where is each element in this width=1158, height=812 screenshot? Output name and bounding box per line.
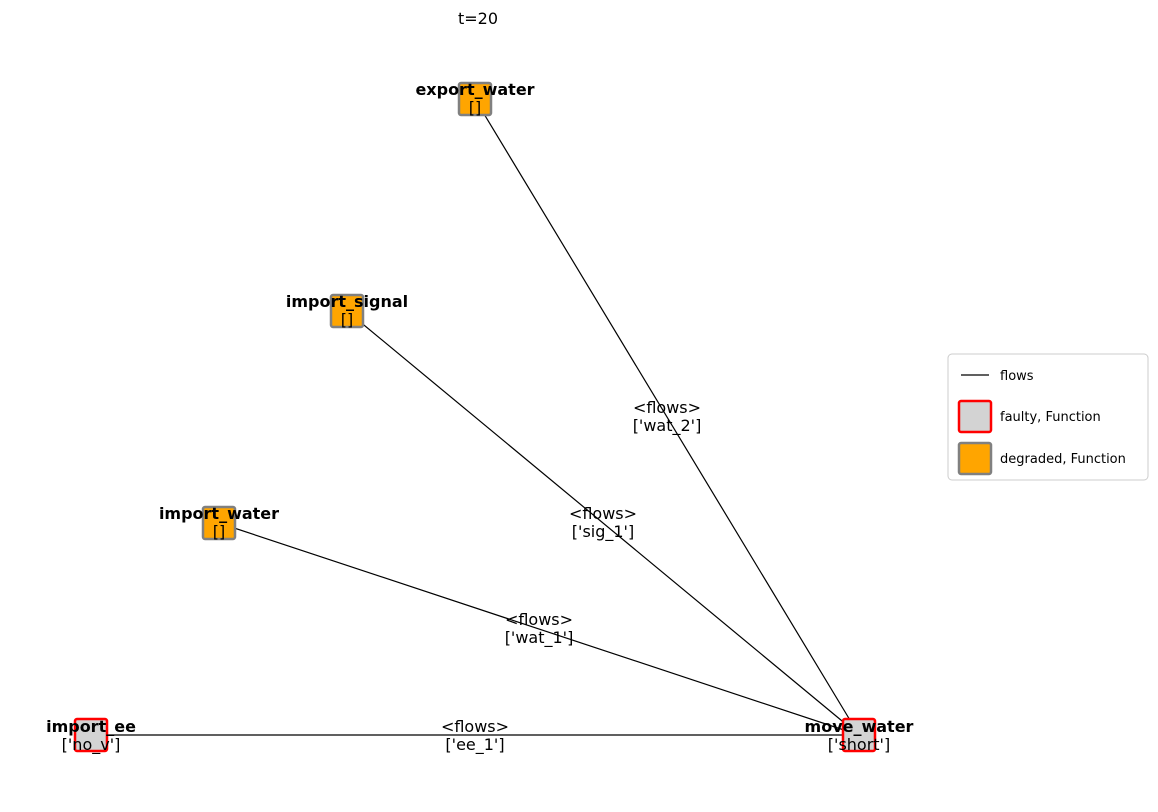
edge-labels: <flows> ['ee_1'] <flows> ['wat_1'] <flow… bbox=[441, 398, 701, 755]
node-label-export-water: export_water bbox=[415, 80, 534, 99]
node-labels: export_water [] import_signal [] import_… bbox=[46, 80, 913, 755]
edge-label-wat1-type: <flows> bbox=[505, 610, 573, 629]
edges bbox=[91, 98, 860, 736]
node-faults-move-water: ['short'] bbox=[828, 735, 890, 754]
node-label-import-signal: import_signal bbox=[286, 292, 408, 311]
node-export-water bbox=[457, 81, 493, 117]
node-faults-import-ee: ['no_v'] bbox=[62, 735, 121, 755]
node-import-water bbox=[201, 505, 237, 541]
legend-faulty-swatch bbox=[957, 399, 993, 434]
node-faults-import-signal: [] bbox=[341, 310, 353, 329]
legend-degraded-label: degraded, Function bbox=[1000, 452, 1126, 467]
legend: flows faulty, Function degraded, Functio… bbox=[947, 353, 1149, 481]
edge-label-wat1-flows: ['wat_1'] bbox=[505, 628, 574, 648]
node-label-move-water: move_water bbox=[805, 717, 914, 736]
edge-label-sig-flows: ['sig_1'] bbox=[572, 522, 634, 542]
legend-flows-label: flows bbox=[1000, 369, 1034, 384]
edge-label-wat2-flows: ['wat_2'] bbox=[633, 416, 702, 436]
node-faults-import-water: [] bbox=[213, 522, 225, 541]
node-faults-export-water: [] bbox=[469, 98, 481, 117]
node-move-water bbox=[841, 717, 877, 753]
node-import-ee bbox=[73, 717, 109, 753]
legend-box bbox=[947, 353, 1149, 481]
nodes bbox=[73, 81, 877, 753]
edge-import-water-move-water bbox=[218, 522, 860, 736]
edge-label-sig-type: <flows> bbox=[569, 504, 637, 523]
edge-import-signal-move-water bbox=[346, 310, 860, 736]
edge-label-ee-type: <flows> bbox=[441, 717, 509, 736]
legend-faulty-label: faulty, Function bbox=[1000, 410, 1101, 425]
edge-export-water-move-water bbox=[474, 98, 860, 736]
node-label-import-ee: import_ee bbox=[46, 717, 136, 736]
node-import-signal bbox=[329, 293, 365, 329]
legend-degraded-swatch bbox=[957, 441, 993, 476]
graph-title: t=20 bbox=[458, 9, 498, 28]
edge-label-wat2-type: <flows> bbox=[633, 398, 701, 417]
node-label-import-water: import_water bbox=[159, 504, 279, 523]
edge-label-ee-flows: ['ee_1'] bbox=[445, 735, 504, 755]
